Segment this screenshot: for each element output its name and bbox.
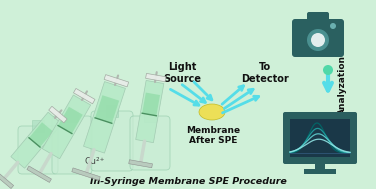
Text: Cu²⁺: Cu²⁺ [85, 157, 105, 167]
Polygon shape [146, 73, 166, 82]
Circle shape [323, 65, 333, 75]
Bar [304, 169, 336, 174]
Text: To
Detector: To Detector [241, 62, 289, 84]
Polygon shape [142, 93, 160, 116]
Text: Light
Source: Light Source [163, 62, 201, 84]
FancyBboxPatch shape [91, 111, 133, 171]
Polygon shape [95, 95, 119, 123]
Circle shape [307, 29, 329, 51]
FancyBboxPatch shape [130, 116, 170, 170]
Circle shape [315, 161, 325, 171]
FancyBboxPatch shape [292, 19, 344, 57]
Polygon shape [27, 166, 52, 182]
Polygon shape [73, 88, 95, 104]
Polygon shape [72, 168, 100, 180]
FancyBboxPatch shape [52, 116, 92, 174]
Polygon shape [58, 107, 83, 134]
Polygon shape [29, 122, 53, 147]
Text: Analyzation: Analyzation [338, 55, 347, 115]
Ellipse shape [199, 104, 225, 120]
Text: In-Syringe Membrane SPE Procedure: In-Syringe Membrane SPE Procedure [89, 177, 287, 187]
Circle shape [330, 23, 336, 29]
Circle shape [311, 33, 325, 47]
Polygon shape [136, 81, 164, 143]
Polygon shape [0, 170, 14, 189]
FancyBboxPatch shape [18, 126, 58, 174]
FancyBboxPatch shape [307, 12, 329, 26]
Bar [290, 119, 350, 157]
Polygon shape [11, 112, 62, 168]
FancyBboxPatch shape [283, 112, 357, 164]
Bar [67, 110, 77, 122]
Text: Membrane
After SPE: Membrane After SPE [186, 126, 240, 145]
Bar [106, 105, 118, 117]
Polygon shape [83, 82, 126, 153]
Bar [144, 110, 156, 122]
Polygon shape [42, 95, 91, 159]
Polygon shape [129, 160, 152, 168]
Bar [315, 162, 325, 170]
Polygon shape [49, 106, 67, 123]
Polygon shape [104, 75, 129, 87]
Bar [32, 120, 44, 132]
